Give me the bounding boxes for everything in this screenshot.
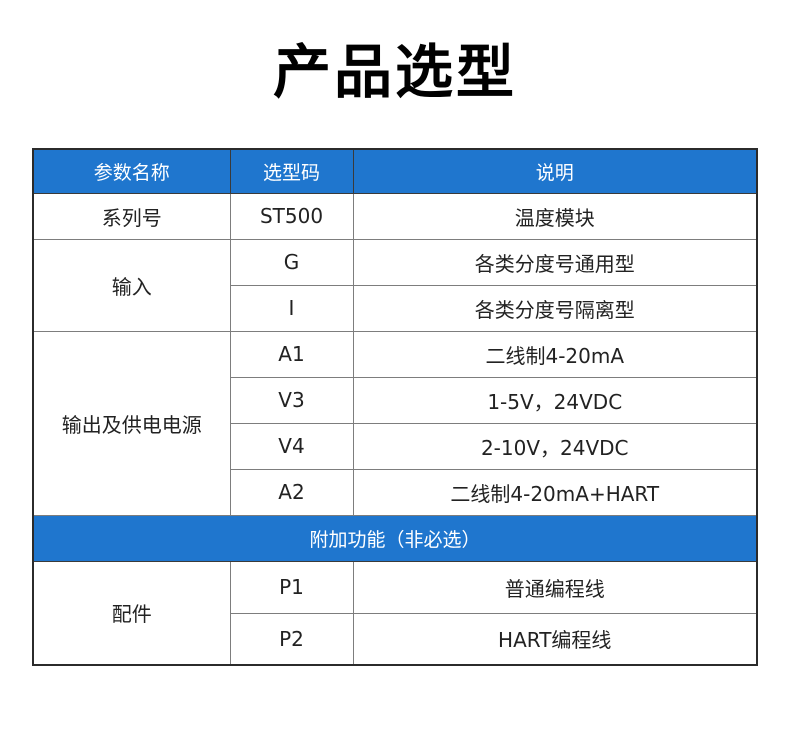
cell-input-g-code: G (229, 238, 354, 286)
table-row-output-v3: V3 1-5V，24VDC (33, 376, 758, 424)
header-parameter-name: 参数名称 (32, 148, 231, 194)
cell-output-param: 输出及供电电源 (32, 330, 231, 516)
cell-output-a1-code: A1 (229, 330, 354, 378)
table-row-output-a1: 输出及供电电源 A1 二线制4-20mA (32, 330, 758, 516)
cell-input-param: 输入 (32, 238, 231, 332)
table-row-accessory-p2: P2 HART编程线 (33, 612, 758, 666)
cell-input-i-desc: 各类分度号隔离型 (352, 284, 758, 332)
cell-accessory-p2-code: P2 (229, 612, 354, 666)
cell-input-i-code: I (229, 284, 354, 332)
cell-accessory-param: 配件 (32, 560, 231, 666)
cell-output-v3-desc: 1-5V，24VDC (352, 376, 758, 424)
cell-output-a2-desc: 二线制4-20mA+HART (352, 468, 758, 516)
cell-output-v4-desc: 2-10V，24VDC (352, 422, 758, 470)
table-row-accessory-p1: 配件 P1 普通编程线 (32, 560, 758, 666)
product-selection-table: 参数名称 选型码 说明 系列号 ST500 温度模块 输入 G 各类分度号通用型… (32, 148, 758, 666)
table-row-series: 系列号 ST500 温度模块 (32, 192, 758, 240)
cell-input-g-desc: 各类分度号通用型 (352, 238, 758, 286)
header-selection-code: 选型码 (229, 148, 354, 194)
table-row-output-v4: V4 2-10V，24VDC (33, 422, 758, 470)
cell-output-v3-code: V3 (229, 376, 354, 424)
cell-accessory-p1-desc: 普通编程线 (352, 560, 758, 614)
cell-output-a1-desc: 二线制4-20mA (352, 330, 758, 378)
cell-series-param: 系列号 (32, 192, 231, 240)
cell-accessory-p2-desc: HART编程线 (352, 612, 758, 666)
table-row-output-a2: A2 二线制4-20mA+HART (33, 468, 758, 516)
table-row-input-i: I 各类分度号隔离型 (33, 284, 758, 332)
table-row-banner: 附加功能（非必选） (32, 514, 758, 562)
cell-series-desc: 温度模块 (352, 192, 758, 240)
cell-output-v4-code: V4 (229, 422, 354, 470)
header-description: 说明 (352, 148, 758, 194)
page-title: 产品选型 (272, 38, 517, 106)
cell-output-a2-code: A2 (229, 468, 354, 516)
table-header-row: 参数名称 选型码 说明 (32, 148, 758, 194)
banner-additional-functions: 附加功能（非必选） (32, 514, 758, 562)
cell-accessory-p1-code: P1 (229, 560, 354, 614)
cell-series-code: ST500 (229, 192, 354, 240)
table-row-input-g: 输入 G 各类分度号通用型 (32, 238, 758, 332)
